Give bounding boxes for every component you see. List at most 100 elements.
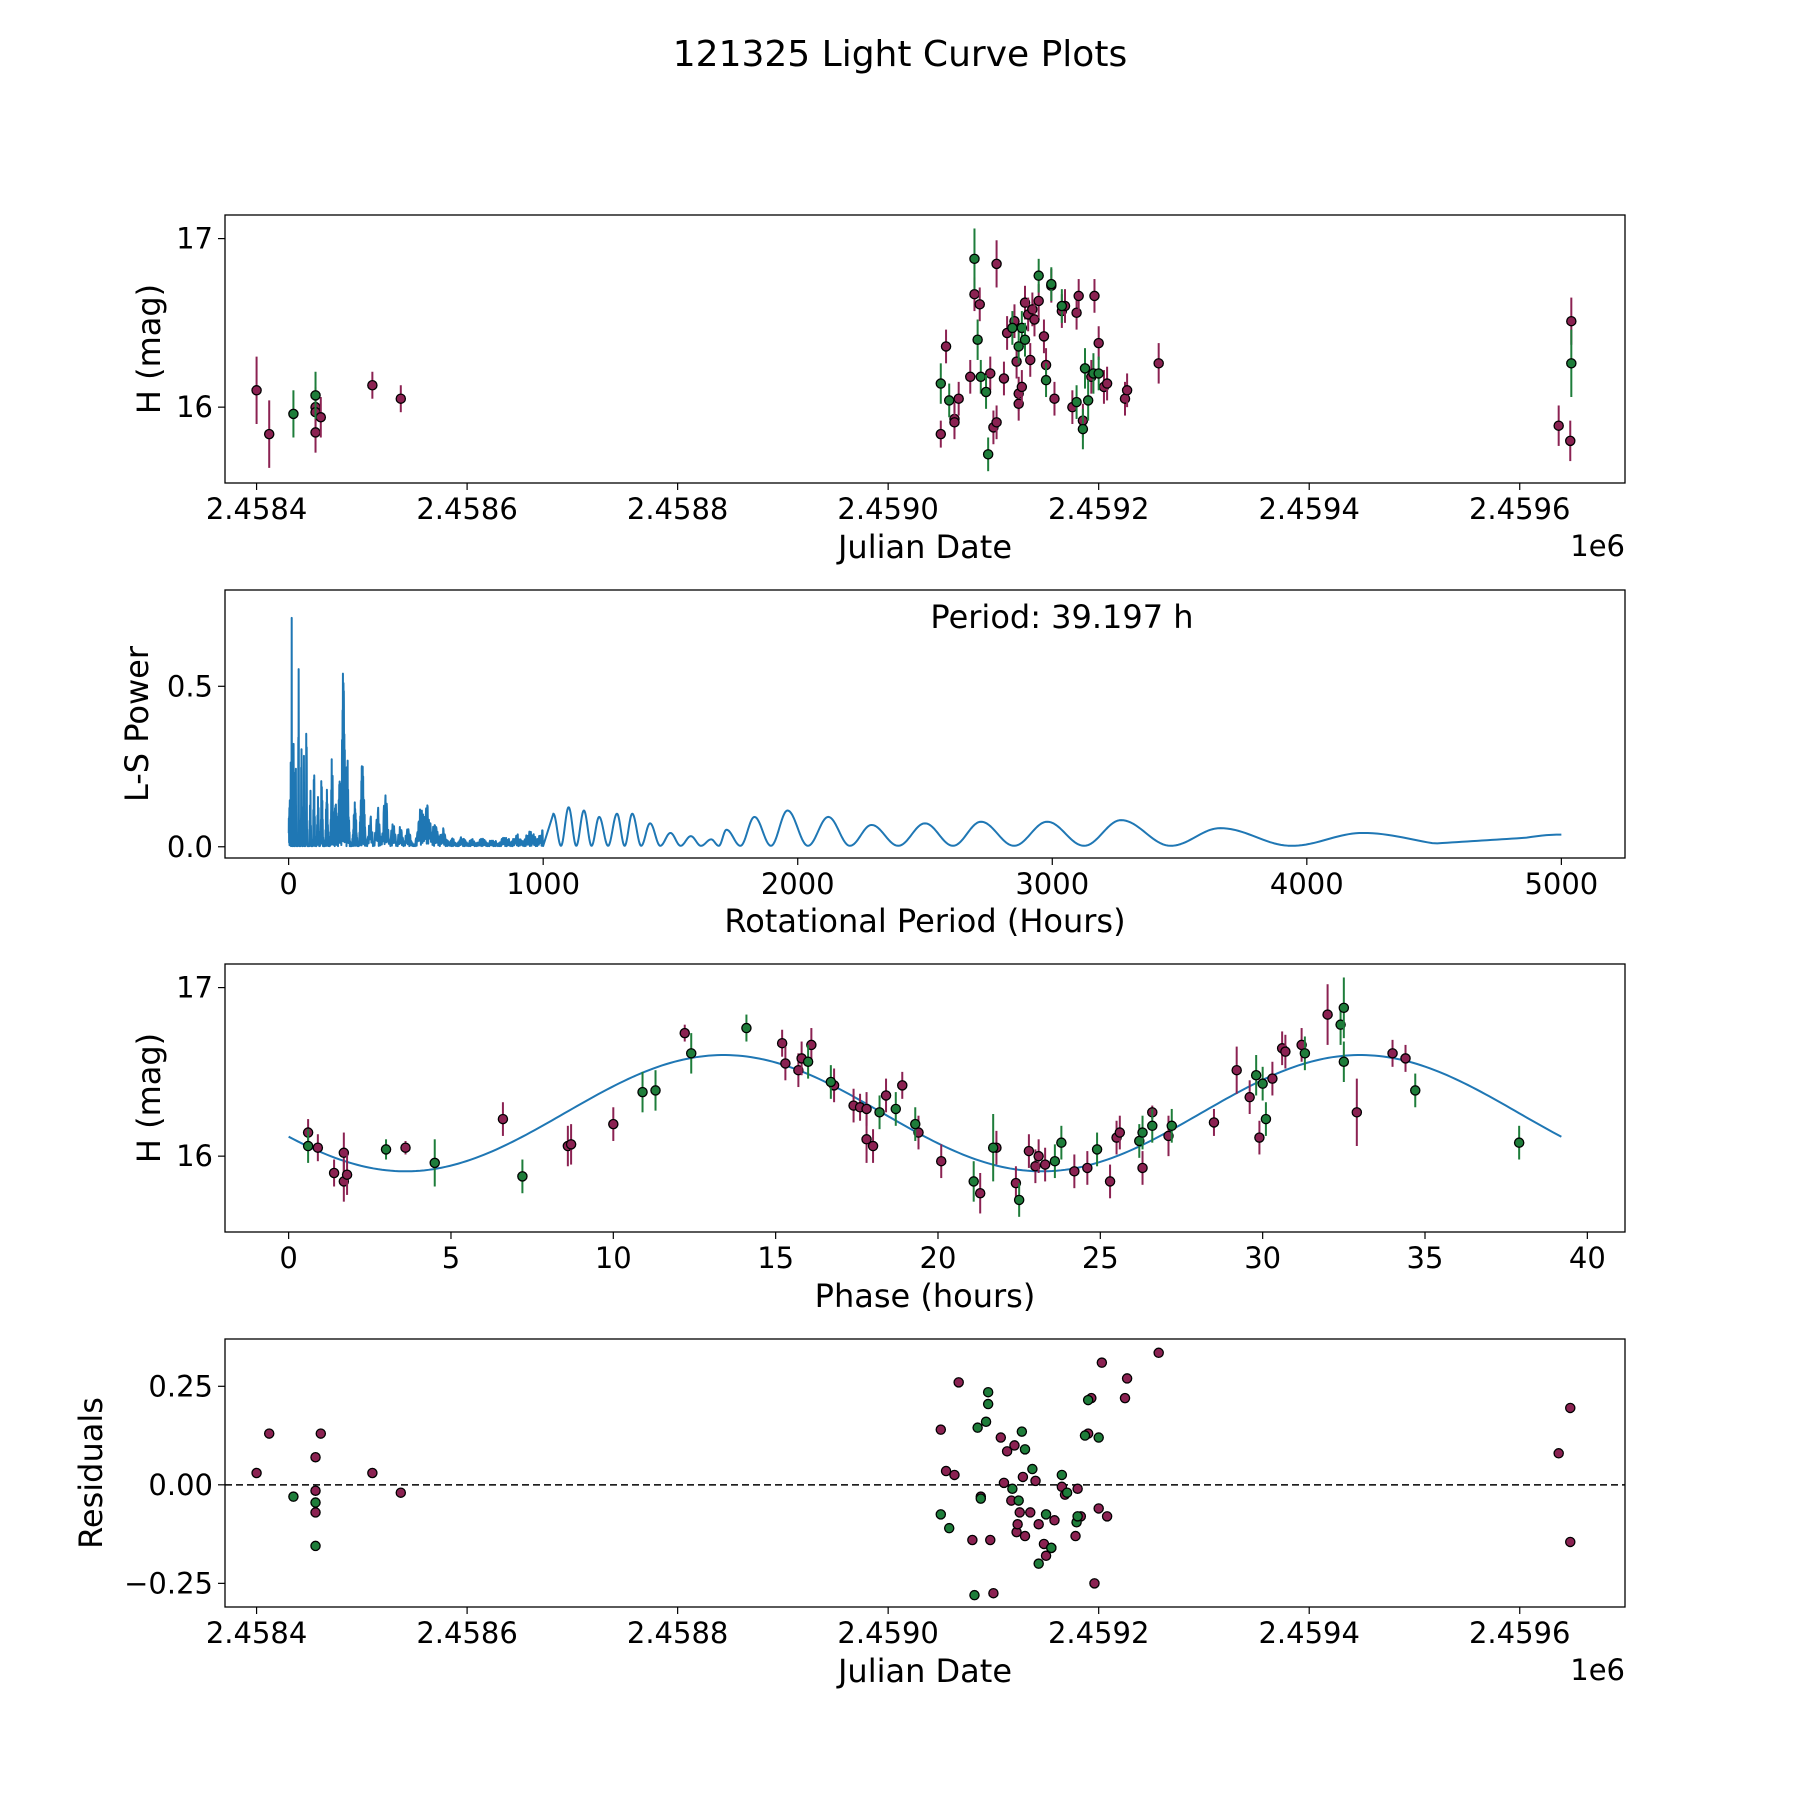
purple-data-point — [974, 1187, 986, 1199]
green-data-point — [1147, 1120, 1158, 1132]
panel-light-curve-xtick-label: 2.4592 — [1048, 492, 1149, 526]
purple-data-point — [1017, 1471, 1029, 1483]
purple-data-point — [1089, 290, 1100, 302]
panel-periodogram-xtick-label: 1000 — [506, 867, 580, 901]
purple-data-point — [1565, 1536, 1576, 1548]
purple-data-point — [969, 288, 980, 300]
purple-data-point — [1244, 1091, 1255, 1103]
green-data-point — [288, 1491, 299, 1502]
purple-data-point — [1038, 331, 1050, 342]
purple-data-point — [1093, 1503, 1104, 1514]
panel-residuals-offset-label: 1e6 — [1570, 1653, 1625, 1687]
green-data-point — [802, 1056, 814, 1068]
panel-periodogram-xtick-label: 2000 — [761, 867, 835, 901]
periodogram-annotation: Period: 39.197 h — [930, 598, 1193, 636]
purple-data-point — [1049, 393, 1060, 404]
purple-data-point — [315, 1428, 327, 1439]
green-data-point — [1049, 1155, 1061, 1167]
panel-light-curve-xtick-label: 2.4584 — [206, 492, 307, 526]
panel-phase-fold-ytick-label: 16 — [176, 1139, 213, 1173]
green-data-point — [310, 390, 321, 401]
purple-data-point — [315, 412, 327, 423]
purple-data-point — [1033, 1518, 1044, 1530]
green-data-point — [1056, 1469, 1068, 1481]
purple-data-point — [965, 371, 976, 383]
panel-residuals-ytick-label: 0.00 — [148, 1468, 213, 1502]
green-data-point — [517, 1171, 528, 1182]
purple-data-point — [1121, 1373, 1133, 1384]
green-data-point — [969, 1589, 980, 1601]
panel-phase-fold-xtick-label: 20 — [920, 1241, 957, 1275]
green-data-point — [1166, 1120, 1178, 1132]
green-data-point — [1019, 334, 1031, 345]
purple-data-point — [1096, 1357, 1108, 1368]
panel-phase-fold-xtick-label: 30 — [1244, 1241, 1281, 1275]
purple-data-point — [1089, 1578, 1100, 1589]
green-data-point — [890, 1103, 902, 1115]
purple-data-point — [1114, 1127, 1126, 1138]
green-data-point — [1007, 1483, 1018, 1495]
green-data-point — [982, 1386, 994, 1398]
panel-residuals: Julian Date Residuals 1e6 2.4584 2.4586 2.… — [72, 1338, 1626, 1690]
green-data-point — [1093, 1432, 1104, 1443]
purple-data-point — [940, 341, 952, 352]
green-data-point — [1566, 358, 1577, 369]
purple-data-point — [341, 1169, 353, 1180]
panel-light-curve-ytick-label: 16 — [176, 390, 213, 424]
purple-data-point — [1040, 1550, 1052, 1562]
green-data-point — [972, 334, 983, 345]
green-data-point — [935, 378, 947, 389]
panel-residuals-ytick-label: −0.25 — [124, 1566, 213, 1600]
purple-data-point — [1082, 1162, 1093, 1174]
panel-light-curve-xtick-label: 2.4590 — [837, 492, 938, 526]
purple-data-point — [1012, 1518, 1023, 1530]
green-data-point — [975, 1493, 987, 1504]
purple-data-point — [998, 1477, 1010, 1489]
purple-data-point — [1071, 307, 1082, 319]
purple-data-point — [1208, 1117, 1220, 1128]
purple-data-point — [1231, 1064, 1242, 1076]
purple-data-point — [310, 427, 321, 438]
purple-data-point — [949, 1469, 960, 1481]
green-data-point — [1040, 1509, 1052, 1520]
panel-periodogram-axes-frame — [224, 589, 1626, 859]
purple-data-point — [1025, 1507, 1036, 1518]
panel-periodogram-xtick-label: 3000 — [1015, 867, 1089, 901]
purple-data-point — [251, 385, 262, 396]
purple-data-point — [251, 1467, 262, 1479]
purple-data-point — [1023, 1145, 1035, 1157]
purple-data-point — [1565, 435, 1576, 447]
purple-data-point — [1016, 381, 1028, 393]
green-data-point — [1082, 1394, 1094, 1406]
panel-light-curve-xtick-label: 2.4588 — [627, 492, 728, 526]
green-data-point — [943, 395, 955, 406]
purple-data-point — [776, 1037, 788, 1049]
purple-data-point — [935, 1424, 947, 1435]
purple-data-point — [1553, 420, 1564, 431]
green-data-point — [650, 1085, 661, 1096]
panel-residuals-plot-area — [225, 1347, 1625, 1601]
panel-phase-fold-xtick-label: 35 — [1407, 1241, 1444, 1275]
panel-periodogram-xtick-label: 0 — [279, 867, 297, 901]
panel-residuals-axes-frame — [224, 1338, 1626, 1608]
green-data-point — [972, 1422, 983, 1433]
green-data-point — [1019, 1444, 1031, 1455]
green-data-point — [943, 1522, 955, 1534]
panel-phase-fold-xtick-label: 15 — [757, 1241, 794, 1275]
purple-data-point — [1565, 1402, 1576, 1414]
green-data-point — [380, 1144, 392, 1155]
green-data-point — [975, 371, 987, 383]
green-data-point — [1077, 423, 1089, 435]
green-data-point — [1091, 1144, 1103, 1155]
purple-data-point — [988, 1587, 999, 1599]
green-data-point — [980, 386, 992, 398]
purple-data-point — [1267, 1073, 1278, 1084]
green-data-point — [982, 449, 994, 460]
green-data-point — [1338, 1056, 1350, 1068]
panel-light-curve-xlabel: Julian Date — [836, 528, 1012, 566]
green-data-point — [1082, 395, 1094, 406]
green-data-point — [935, 1509, 947, 1520]
purple-data-point — [1039, 1159, 1051, 1170]
green-data-point — [1056, 300, 1068, 312]
